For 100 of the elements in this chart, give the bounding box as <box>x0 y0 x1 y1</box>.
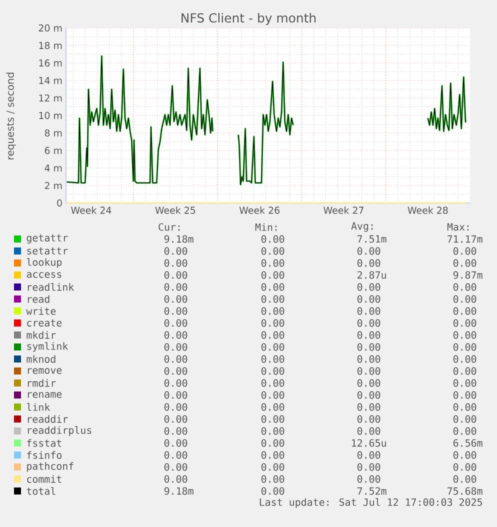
legend-label: lookup <box>26 258 62 268</box>
text: 0.00 <box>261 403 284 411</box>
legend-label: total <box>26 487 56 495</box>
text: 0.00 <box>261 271 284 279</box>
text: 0.00 <box>261 355 284 363</box>
x-tick-label: Week 28 <box>408 206 448 214</box>
y-tick-label: 16 m <box>39 59 62 67</box>
legend-label: read <box>28 295 50 303</box>
y-axis-title: requests / second <box>6 72 16 160</box>
text: 0.00 <box>164 343 188 351</box>
text: 0.00 <box>357 355 380 363</box>
legend-label: create <box>27 319 62 327</box>
text: 0.00 <box>164 403 188 411</box>
y-tick-label: 20 m <box>38 24 62 32</box>
text: 0.00 <box>357 295 380 303</box>
text: 0.00 <box>164 415 188 423</box>
text: 0.00 <box>357 259 380 267</box>
text: Cur: <box>158 223 180 231</box>
text: 0.00 <box>357 247 380 255</box>
text: 0.00 <box>164 451 188 459</box>
y-tick-label: 18 m <box>39 42 62 50</box>
text: 0.00 <box>261 367 284 375</box>
text: 0.00 <box>261 391 284 399</box>
x-tick-label: Week 24 <box>71 206 112 214</box>
text: 0.00 <box>357 319 380 327</box>
text: 0.00 <box>261 295 284 303</box>
text: 0.00 <box>357 415 380 423</box>
text: 0.00 <box>164 283 188 291</box>
text: 0.00 <box>453 403 476 411</box>
text: 0.00 <box>164 319 188 327</box>
text: 7.52m <box>357 487 386 495</box>
text: 0.00 <box>357 463 380 471</box>
text: 0.00 <box>261 451 284 459</box>
text: 0.00 <box>357 307 380 315</box>
legend-label: setattr <box>27 247 68 255</box>
text: 12.65u <box>352 439 386 447</box>
text: 0.00 <box>164 379 188 387</box>
chart-title: NFS Client - by month <box>182 12 316 26</box>
legend-label: fsinfo <box>27 451 62 459</box>
text: 0.00 <box>453 451 476 459</box>
y-tick-label: 4 m <box>44 164 62 172</box>
legend-label: link <box>26 403 50 411</box>
text: 0.00 <box>357 427 380 435</box>
y-tick-label: 2 m <box>44 182 62 190</box>
legend-label: readlink <box>28 283 74 291</box>
text: 0.00 <box>357 391 380 399</box>
text: 0.00 <box>164 427 188 435</box>
text: 0.00 <box>261 487 284 495</box>
text: 0.00 <box>164 259 188 267</box>
y-tick-label: 12 m <box>39 94 62 102</box>
text: 0.00 <box>357 283 380 291</box>
legend-label: readdirplus <box>28 426 92 436</box>
text: 2.87u <box>358 271 386 279</box>
text: 0.00 <box>261 343 284 351</box>
text: 0.00 <box>261 439 284 447</box>
text: 0.00 <box>453 379 476 387</box>
text: 0.00 <box>261 331 284 339</box>
text: 0.00 <box>164 475 188 483</box>
legend-label: access <box>26 272 62 278</box>
text: 75.68m <box>447 487 482 495</box>
text: 0.00 <box>261 307 284 315</box>
text: 0.00 <box>261 463 284 471</box>
x-tick-label: Week 27 <box>324 206 364 214</box>
text: 0.00 <box>357 475 380 483</box>
text: 0.00 <box>453 355 476 363</box>
text: 0.00 <box>453 247 476 255</box>
text: 0.00 <box>453 319 476 327</box>
legend-label: remove <box>28 368 62 374</box>
legend-label: readdir <box>28 415 68 423</box>
legend-label: rename <box>28 392 62 398</box>
y-tick-label: 14 m <box>39 77 62 84</box>
text: Min: <box>255 223 277 231</box>
legend-label: rmdir <box>28 379 56 387</box>
legend-label: mknod <box>26 355 56 363</box>
text: 0.00 <box>261 259 284 267</box>
text: 0.00 <box>261 379 284 387</box>
text: 9.87m <box>453 271 482 279</box>
text: 0.00 <box>453 307 476 315</box>
text: 0.00 <box>453 343 476 351</box>
y-tick-label: 10 m <box>39 112 62 120</box>
text: 0.00 <box>453 475 476 483</box>
text: 0.00 <box>164 439 188 447</box>
legend-label: mkdir <box>26 331 56 339</box>
legend-label: write <box>26 307 56 315</box>
text: 9.18m <box>164 487 194 495</box>
text: 0.00 <box>453 415 476 423</box>
text: 0.00 <box>453 331 476 339</box>
text: Last update: Sat Jul 12 17:00:03 2025 <box>260 498 482 508</box>
legend-label: getattr <box>26 234 68 244</box>
text: 0.00 <box>164 307 188 315</box>
text: 0.00 <box>261 319 284 327</box>
text: 71.17m <box>447 235 482 243</box>
text: 6.56m <box>453 439 482 447</box>
x-tick-label: Week 25 <box>155 206 196 214</box>
y-tick-label: 0 <box>57 199 62 207</box>
text: 0.00 <box>453 427 476 435</box>
text: 0.00 <box>261 235 284 243</box>
text: 0.00 <box>453 283 476 291</box>
text: 0.00 <box>261 475 284 483</box>
y-tick-label: 6 m <box>44 146 62 154</box>
